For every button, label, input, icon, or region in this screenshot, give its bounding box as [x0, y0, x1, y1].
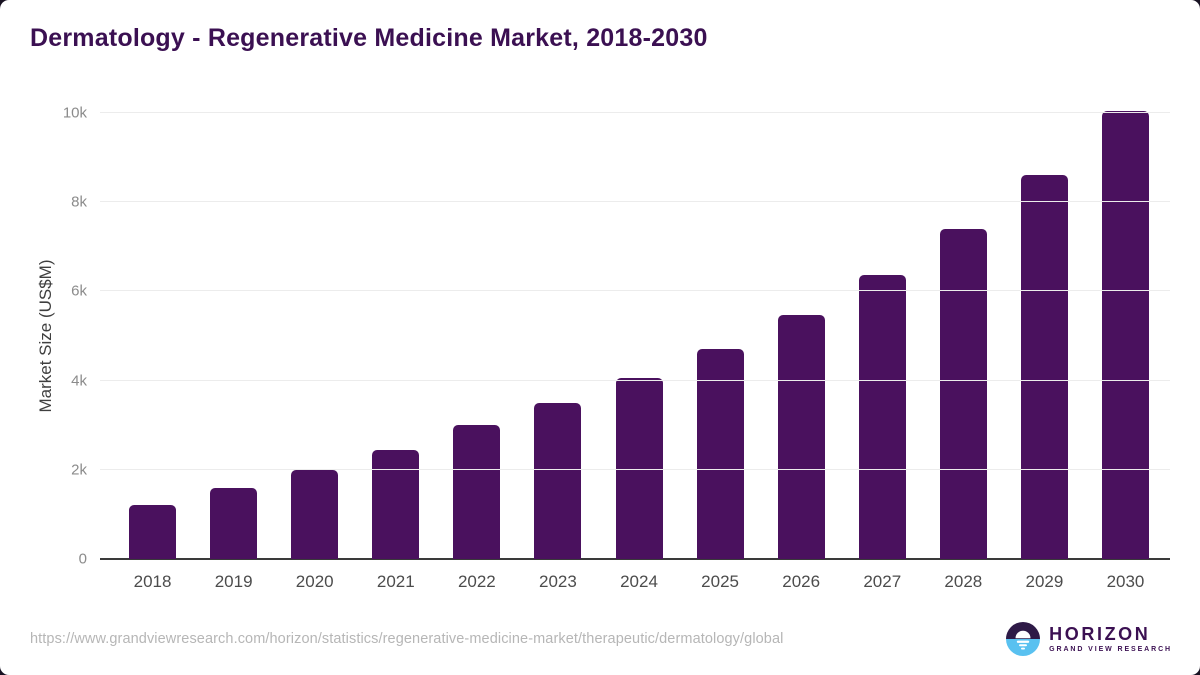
gridline-8k — [100, 201, 1170, 203]
bar-2027 — [858, 274, 906, 559]
y-tick-label-6k: 6k — [71, 282, 87, 300]
x-tick-label-2018: 2018 — [133, 572, 172, 591]
gridline-2k — [100, 468, 1170, 470]
bar-2018 — [129, 505, 177, 559]
y-tick-label-10k: 10k — [62, 104, 87, 122]
x-tick-label-2027: 2027 — [863, 572, 902, 591]
bar-slot-2024: 2024 — [598, 113, 679, 591]
bar-2023 — [534, 402, 582, 559]
logo-text: HORIZON GRAND VIEW RESEARCH — [1049, 625, 1172, 653]
bar-2021 — [372, 449, 420, 559]
bar-slot-2020: 2020 — [274, 113, 355, 591]
gridline-10k — [100, 112, 1170, 113]
bars-container: 2018 2019 2020 2021 2022 2023 2024 2025 2026 2027… — [112, 110, 1166, 591]
bar-slot-2030: 2030 — [1085, 110, 1166, 591]
footer: https://www.grandviewresearch.com/horizo… — [30, 616, 1172, 662]
y-axis-title: Market Size (US$M) — [36, 259, 55, 413]
x-tick-label-2022: 2022 — [457, 572, 496, 591]
bar-slot-2029: 2029 — [1004, 113, 1085, 591]
x-tick-label-2020: 2020 — [295, 572, 334, 591]
y-tick-label-0: 0 — [78, 550, 87, 568]
bar-2030 — [1101, 110, 1149, 559]
bar-slot-2022: 2022 — [436, 113, 517, 591]
bar-2026 — [777, 315, 825, 559]
bar-2022 — [453, 425, 501, 559]
bar-2020 — [291, 469, 339, 559]
horizon-sun-icon — [1006, 622, 1041, 656]
bar-2019 — [210, 487, 258, 559]
gridline-6k — [100, 290, 1170, 292]
x-tick-label-2021: 2021 — [376, 572, 415, 591]
x-tick-label-2025: 2025 — [701, 572, 739, 591]
bar-slot-2021: 2021 — [355, 113, 436, 591]
horizon-logo: HORIZON GRAND VIEW RESEARCH — [1006, 622, 1172, 656]
logo-tagline: GRAND VIEW RESEARCH — [1049, 645, 1172, 653]
bar-slot-2025: 2025 — [680, 113, 761, 591]
x-tick-label-2028: 2028 — [944, 572, 983, 591]
bar-slot-2018: 2018 — [112, 113, 193, 591]
x-tick-label-2029: 2029 — [1025, 572, 1064, 591]
x-axis-line — [100, 558, 1170, 560]
bar-2024 — [615, 378, 663, 559]
x-tick-label-2024: 2024 — [620, 572, 658, 591]
plot-area: 2018 2019 2020 2021 2022 2023 2024 2025 2026 2027… — [63, 105, 1170, 591]
x-tick-label-2030: 2030 — [1106, 572, 1145, 591]
y-tick-label-2k: 2k — [71, 461, 87, 479]
source-url: https://www.grandviewresearch.com/horizo… — [30, 631, 784, 647]
chart-title: Dermatology - Regenerative Medicine Mark… — [30, 24, 708, 52]
x-tick-label-2023: 2023 — [539, 572, 577, 591]
bar-2029 — [1020, 175, 1068, 559]
bar-slot-2027: 2027 — [842, 113, 923, 591]
bar-slot-2028: 2028 — [923, 113, 1004, 591]
bar-slot-2019: 2019 — [193, 113, 274, 591]
logo-name: HORIZON — [1049, 624, 1151, 645]
x-tick-label-2019: 2019 — [214, 572, 253, 591]
bar-2025 — [696, 349, 744, 559]
bar-slot-2026: 2026 — [761, 113, 842, 591]
y-tick-label-8k: 8k — [71, 193, 87, 211]
x-tick-label-2026: 2026 — [782, 572, 821, 591]
gridline-4k — [100, 379, 1170, 381]
y-tick-label-4k: 4k — [71, 372, 87, 390]
bar-slot-2023: 2023 — [517, 113, 598, 591]
bar-2028 — [939, 229, 987, 559]
